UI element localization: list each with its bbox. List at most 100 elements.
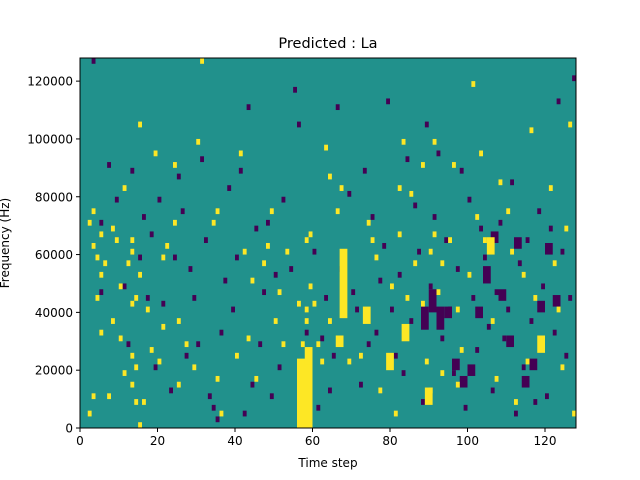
- high-value-cell: [138, 121, 142, 128]
- high-value-cell: [111, 318, 115, 324]
- y-axis: 0 20000 40000 60000 80000 100000 120000: [27, 75, 80, 436]
- low-value-cell: [421, 306, 429, 330]
- y-tick-label: 60000: [35, 248, 73, 262]
- high-value-cell: [99, 231, 104, 238]
- chart-title: Predicted : La: [278, 36, 377, 52]
- low-value-cell: [180, 208, 185, 215]
- low-value-cell: [517, 260, 522, 267]
- low-value-cell: [130, 167, 135, 174]
- high-value-cell: [134, 295, 139, 301]
- low-value-cell: [215, 416, 220, 423]
- high-value-cell: [161, 254, 166, 261]
- low-value-cell: [463, 404, 468, 411]
- high-value-cell: [552, 260, 557, 267]
- high-value-cell: [467, 271, 472, 278]
- high-value-cell: [393, 410, 398, 417]
- low-value-cell: [521, 364, 526, 371]
- low-value-cell: [428, 289, 437, 313]
- high-value-cell: [405, 295, 410, 301]
- high-value-cell: [273, 318, 278, 324]
- low-value-cell: [145, 295, 150, 301]
- low-value-cell: [560, 248, 565, 255]
- high-value-cell: [572, 410, 576, 417]
- high-value-cell: [130, 352, 135, 359]
- high-value-cell: [145, 306, 150, 313]
- low-value-cell: [362, 167, 367, 174]
- y-tick-label: 20000: [35, 364, 73, 378]
- x-tick-label: 20: [150, 434, 165, 448]
- low-value-cell: [378, 277, 383, 284]
- low-value-cell: [382, 243, 387, 249]
- high-value-cell: [95, 254, 100, 261]
- low-value-cell: [149, 231, 154, 238]
- high-value-cell: [471, 81, 476, 87]
- low-value-cell: [138, 254, 142, 261]
- low-value-cell: [266, 219, 270, 226]
- low-value-cell: [459, 167, 464, 174]
- high-value-cell: [328, 318, 332, 324]
- low-value-cell: [142, 214, 146, 220]
- high-value-cell: [219, 410, 224, 417]
- high-value-cell: [339, 185, 344, 191]
- low-value-cell: [490, 387, 495, 394]
- low-value-cell: [467, 196, 472, 203]
- low-value-cell: [514, 410, 518, 417]
- low-value-cell: [413, 202, 418, 209]
- low-value-cell: [545, 243, 553, 255]
- high-value-cell: [111, 225, 115, 232]
- high-value-cell: [142, 399, 146, 405]
- low-value-cell: [572, 75, 576, 82]
- low-value-cell: [548, 225, 553, 232]
- high-value-cell: [362, 306, 371, 324]
- low-value-cell: [455, 266, 460, 272]
- high-value-cell: [200, 58, 204, 64]
- high-value-cell: [277, 289, 282, 296]
- high-value-cell: [397, 185, 402, 191]
- low-value-cell: [386, 98, 390, 105]
- low-value-cell: [467, 364, 476, 376]
- high-value-cell: [122, 370, 127, 376]
- low-value-cell: [494, 289, 499, 296]
- low-value-cell: [227, 185, 232, 191]
- high-value-cell: [401, 138, 406, 145]
- low-value-cell: [157, 196, 162, 203]
- low-value-cell: [541, 283, 545, 290]
- high-value-cell: [297, 300, 301, 307]
- low-value-cell: [452, 370, 456, 376]
- high-value-cell: [409, 190, 414, 197]
- high-value-cell: [99, 271, 104, 278]
- high-value-cell: [87, 410, 92, 417]
- low-value-cell: [153, 364, 158, 371]
- high-value-cell: [246, 335, 251, 342]
- low-value-cell: [452, 358, 460, 371]
- low-value-cell: [328, 387, 332, 394]
- high-value-cell: [366, 219, 371, 226]
- high-value-cell: [483, 237, 487, 243]
- low-value-cell: [424, 121, 429, 128]
- low-value-cell: [397, 271, 402, 278]
- high-value-cell: [118, 283, 123, 290]
- low-value-cell: [335, 104, 340, 111]
- low-value-cell: [99, 219, 104, 226]
- high-value-cell: [192, 364, 197, 371]
- high-value-cell: [122, 185, 127, 191]
- high-value-cell: [176, 318, 181, 324]
- high-value-cell: [428, 248, 433, 255]
- high-value-cell: [99, 329, 104, 336]
- high-value-cell: [521, 271, 526, 278]
- low-value-cell: [99, 289, 104, 296]
- high-value-cell: [479, 150, 483, 157]
- low-value-cell: [207, 393, 212, 400]
- low-value-cell: [359, 381, 363, 388]
- low-value-cell: [537, 300, 545, 313]
- high-value-cell: [424, 358, 429, 365]
- high-value-cell: [421, 162, 425, 168]
- high-value-cell: [514, 399, 518, 405]
- low-value-cell: [176, 173, 181, 180]
- high-value-cell: [138, 271, 142, 278]
- low-value-cell: [479, 225, 483, 232]
- low-value-cell: [552, 329, 557, 336]
- high-value-cell: [254, 375, 259, 382]
- heatmap-cells: [80, 58, 576, 428]
